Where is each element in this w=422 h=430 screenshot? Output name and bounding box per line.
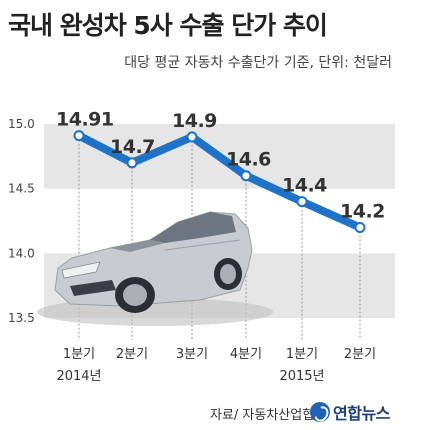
data-point	[186, 131, 198, 143]
x-tick-label: 2분기	[116, 347, 148, 362]
x-tick-label: 3분기	[176, 347, 208, 362]
data-point	[296, 196, 308, 208]
data-label: 14.4	[282, 175, 327, 197]
series-line	[75, 131, 364, 232]
yonhap-logo-text: 연합뉴스	[333, 404, 390, 423]
source-note: 자료/ 자동차산업협회	[210, 408, 327, 423]
data-label: 14.7	[110, 136, 155, 158]
data-point	[73, 130, 85, 142]
data-label: 14.6	[226, 149, 271, 171]
x-tick-label: 1분기	[63, 347, 95, 362]
data-label: 14.9	[172, 110, 217, 132]
chart-subtitle: 대당 평균 자동차 수출단가 기준, 단위: 천달러	[124, 55, 392, 71]
car-illustration	[37, 211, 273, 326]
data-point	[240, 170, 252, 182]
yonhap-logo: 연합뉴스	[310, 400, 390, 424]
y-tick-label: 14.5	[8, 182, 35, 196]
x-tick-label: 4분기	[230, 347, 262, 362]
data-label: 14.91	[56, 109, 114, 131]
year-label: 2014년	[56, 369, 101, 384]
data-point	[354, 221, 366, 233]
line-chart: 15.0 14.5 14.0 13.5 14.91 14.7 14.9 14.6 14.4 14…	[8, 109, 395, 384]
y-tick-label: 15.0	[8, 117, 35, 131]
chart-title: 국내 완성차 5사 수출 단가 추이	[8, 11, 328, 40]
y-tick-label: 13.5	[8, 311, 35, 325]
data-point	[126, 157, 138, 169]
x-tick-label: 1분기	[286, 347, 318, 362]
data-label: 14.2	[340, 200, 385, 222]
x-tick-label: 2분기	[344, 347, 376, 362]
yonhap-logo-icon	[310, 402, 330, 422]
y-tick-label: 14.0	[8, 246, 35, 260]
year-label: 2015년	[279, 369, 324, 384]
